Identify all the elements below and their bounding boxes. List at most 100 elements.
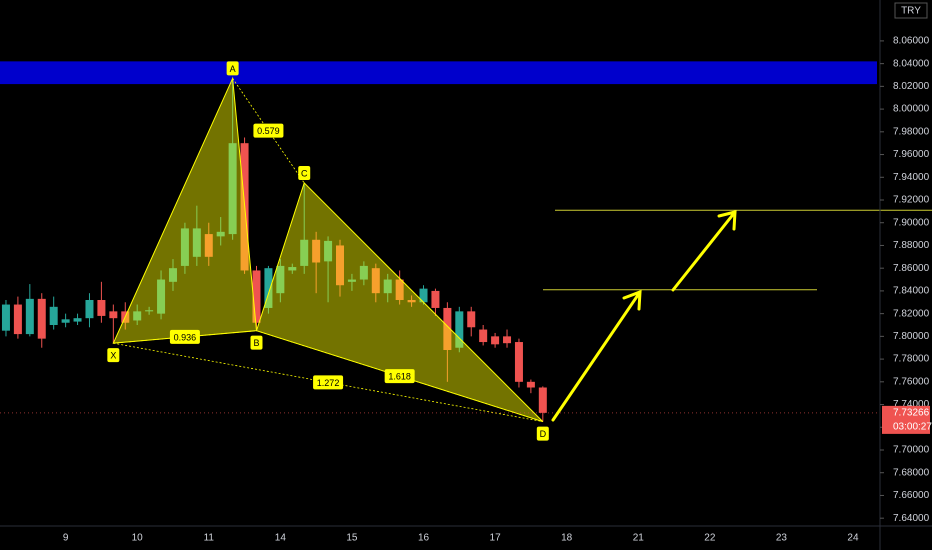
candle-body: [431, 290, 440, 308]
x-tick-label: 14: [275, 533, 287, 544]
candle-body: [97, 300, 106, 316]
y-tick-label: 7.66000: [893, 490, 930, 501]
candle-body: [395, 279, 404, 300]
x-tick-label: 21: [633, 533, 645, 544]
ratio-label: 0.936: [174, 332, 197, 342]
last-price: 7.73266: [893, 408, 930, 419]
y-tick-label: 7.70000: [893, 445, 930, 456]
x-tick-label: 9: [63, 533, 69, 544]
candle-body: [180, 228, 189, 266]
y-tick-label: 7.98000: [893, 126, 930, 137]
candle-body: [168, 268, 177, 282]
candle-body: [252, 270, 261, 323]
candle-body: [145, 310, 154, 312]
ratio-box: [313, 375, 344, 390]
ratio-line: [113, 342, 543, 422]
x-tick-label: 11: [204, 533, 215, 544]
y-tick-label: 7.90000: [893, 217, 930, 228]
x-tick-label: 10: [132, 533, 144, 544]
point-label: C: [301, 168, 308, 178]
ratio-box: [384, 369, 415, 384]
candle-body: [383, 279, 392, 294]
y-tick-label: 7.84000: [893, 286, 930, 297]
candle-body: [300, 239, 309, 266]
candle-body: [371, 268, 380, 294]
candle-body: [37, 298, 46, 339]
candle-body: [503, 336, 512, 344]
ratio-label: 1.618: [388, 372, 411, 382]
point-label: B: [253, 338, 259, 348]
point-label: D: [540, 429, 547, 439]
candle-body: [324, 240, 333, 262]
point-label: X: [110, 351, 116, 361]
y-tick-label: 7.76000: [893, 376, 930, 387]
candle-body: [526, 381, 535, 388]
plot: 0.936 0.579 1.272 1.618 X A B C D: [0, 61, 932, 441]
y-tick-label: 8.04000: [893, 58, 930, 69]
x-tick-label: 18: [561, 533, 573, 544]
y-tick-label: 7.96000: [893, 149, 930, 160]
candle-body: [216, 231, 225, 237]
candle-body: [276, 265, 285, 294]
resistance-zone: [0, 61, 877, 85]
candle-body: [491, 336, 500, 345]
y-tick-label: 7.64000: [893, 513, 930, 524]
candle-body: [73, 318, 82, 322]
ratio-box: [169, 329, 200, 344]
candle-body: [443, 307, 452, 350]
candle-body: [467, 311, 476, 328]
y-tick-label: 7.94000: [893, 172, 930, 183]
candle-body: [109, 311, 118, 319]
x-tick-label: 16: [418, 533, 430, 544]
candle-body: [407, 300, 416, 303]
candle-body: [13, 304, 22, 335]
point-box: [298, 165, 311, 180]
y-tick-label: 7.86000: [893, 263, 930, 274]
price-tag: [882, 405, 930, 434]
y-tick-label: 7.92000: [893, 195, 930, 206]
candle-body: [455, 311, 464, 348]
arrow: [551, 289, 642, 422]
candle-body: [347, 279, 356, 282]
y-tick-label: 7.80000: [893, 331, 930, 342]
candle-body: [49, 306, 58, 325]
x-tick-label: 17: [490, 533, 502, 544]
candle-body: [359, 265, 368, 280]
point-box: [226, 61, 239, 76]
ratio-line: [232, 78, 305, 184]
point-box: [250, 335, 263, 350]
y-tick-label: 7.74000: [893, 399, 930, 410]
candle-body: [25, 298, 34, 335]
y-tick-label: 7.88000: [893, 240, 930, 251]
arrows: [551, 210, 737, 422]
y-tick-label: 7.82000: [893, 308, 930, 319]
y-tick-label: 8.00000: [893, 104, 930, 115]
currency-box: [894, 2, 928, 19]
candle-body: [192, 228, 201, 257]
candle-body: [157, 279, 166, 314]
candle-body: [336, 245, 345, 286]
x-tick-label: 23: [776, 533, 788, 544]
point-box: [536, 426, 549, 441]
candle-body: [61, 319, 70, 323]
y-tick-label: 7.68000: [893, 467, 930, 478]
x-tick-label: 24: [847, 533, 859, 544]
candle-body: [419, 288, 428, 303]
arrow: [671, 210, 737, 292]
candle-body: [288, 267, 297, 271]
point-box: [107, 348, 120, 363]
candle-body: [514, 342, 523, 382]
candle-body: [204, 234, 213, 257]
ratio-label: 0.579: [257, 126, 280, 136]
candle-body: [85, 300, 94, 319]
x-tick-label: 15: [346, 533, 358, 544]
candle-body: [228, 143, 237, 235]
candle-body: [538, 387, 547, 413]
candle-body: [264, 268, 273, 308]
ratio-label: 1.272: [317, 378, 340, 388]
candle-body: [312, 239, 321, 263]
x-tick-label: 22: [704, 533, 716, 544]
currency: TRY: [901, 6, 921, 17]
